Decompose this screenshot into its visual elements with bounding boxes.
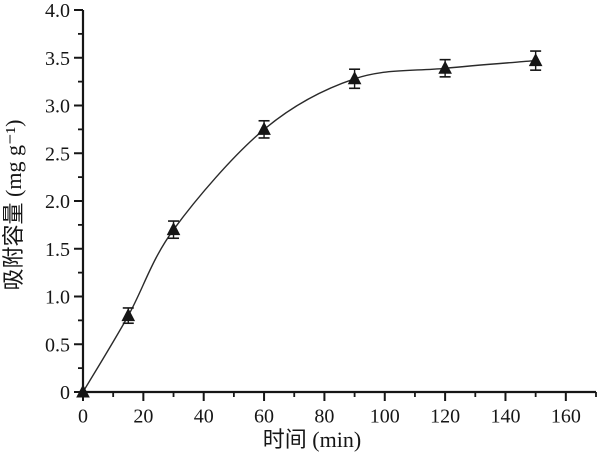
x-tick-label: 60 bbox=[254, 406, 274, 428]
x-tick-label: 160 bbox=[551, 406, 581, 428]
y-tick-label: 4.0 bbox=[45, 0, 70, 22]
data-point-marker bbox=[528, 53, 543, 67]
x-tick-label: 0 bbox=[78, 406, 88, 428]
x-axis-label: 时间 (min) bbox=[263, 427, 361, 452]
data-point-marker bbox=[347, 71, 362, 85]
x-tick-label: 80 bbox=[314, 406, 334, 428]
y-axis-label: 吸附容量 (mg g⁻¹) bbox=[1, 120, 26, 291]
data-point-marker bbox=[76, 384, 90, 398]
y-tick-label: 1.5 bbox=[45, 239, 70, 261]
x-tick-label: 40 bbox=[194, 406, 214, 428]
data-point-marker bbox=[438, 60, 452, 74]
data-point-marker bbox=[121, 308, 136, 322]
y-tick-label: 0.5 bbox=[45, 334, 70, 356]
y-tick-label: 1.0 bbox=[45, 287, 70, 309]
data-point-marker bbox=[257, 121, 271, 135]
y-tick-label: 2.0 bbox=[45, 191, 70, 213]
x-tick-label: 100 bbox=[370, 406, 400, 428]
x-tick-label: 120 bbox=[430, 406, 460, 428]
plot-area: 0 20 40 60 80 100 120 140 160 0 0.5 1.0 1.5 2.0 2.5 3.0… bbox=[45, 0, 597, 428]
y-tick-label: 3.5 bbox=[45, 48, 70, 70]
y-tick-label: 3.0 bbox=[45, 96, 70, 118]
fit-curve bbox=[82, 59, 536, 393]
y-tick-label: 2.5 bbox=[45, 143, 70, 165]
y-tick-label: 0 bbox=[60, 382, 70, 404]
x-tick-label: 140 bbox=[490, 406, 520, 428]
x-tick-label: 20 bbox=[133, 406, 153, 428]
data-point-marker bbox=[166, 222, 181, 236]
